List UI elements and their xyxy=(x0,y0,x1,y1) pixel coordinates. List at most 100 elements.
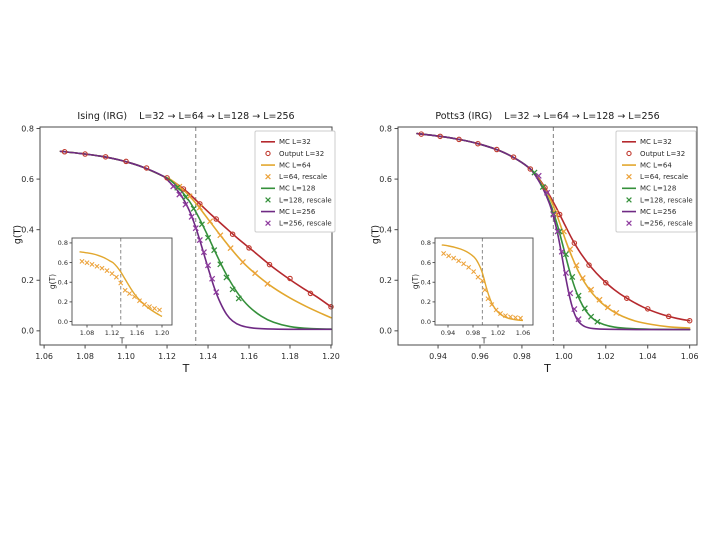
axes-frame xyxy=(397,126,698,346)
legend-label: L=64, rescale xyxy=(279,173,327,181)
x-marker xyxy=(264,280,271,287)
x-marker xyxy=(217,261,224,268)
inset-background xyxy=(435,238,533,325)
x-marker xyxy=(513,315,518,321)
x-marker xyxy=(596,296,603,303)
inset-plot: 1.08 1.12 1.16 1.20 0.0 0.2 0.4 0.6 0.8 Tg(T) xyxy=(48,237,173,346)
x-marker xyxy=(89,261,95,267)
inset-y-tick-label: 0.2 xyxy=(58,298,68,306)
x-marker xyxy=(84,260,90,266)
chart-title-ising: Ising (IRG) L=32 → L=64 → L=128 → L=256 xyxy=(77,111,295,122)
inset-y-tick-label: 0.8 xyxy=(421,239,431,247)
circle-marker xyxy=(456,136,462,143)
legend-box xyxy=(254,130,336,233)
x-marker xyxy=(626,173,632,180)
x-marker xyxy=(456,258,462,264)
legend-label: MC L=64 xyxy=(279,161,311,169)
inset-y-tick-label: 0.4 xyxy=(421,278,431,286)
x-marker xyxy=(569,273,576,281)
x-marker xyxy=(493,307,499,313)
x-marker xyxy=(209,275,216,282)
inset-y-axis-label: g(T) xyxy=(48,274,57,289)
x-tick-label: 1.06 xyxy=(681,352,699,361)
x-tick-label: 0.94 xyxy=(429,352,447,361)
legend-label: L=128, rescale xyxy=(640,196,693,204)
x-tick-label: 1.12 xyxy=(158,352,176,361)
inset-x-tick-label: 1.12 xyxy=(105,329,119,337)
inset-mc-line xyxy=(79,251,163,318)
x-tick-label: 0.96 xyxy=(471,352,489,361)
y-tick-label: 0.2 xyxy=(379,276,392,285)
x-axis-label-potts3: T xyxy=(544,362,551,375)
x-marker xyxy=(575,316,582,323)
x-marker xyxy=(157,307,162,313)
x-marker xyxy=(200,249,207,256)
inset-y-tick-label: 0.0 xyxy=(58,318,68,326)
y-axis-label-potts3: g(T) xyxy=(370,224,382,245)
circle-marker xyxy=(164,175,170,181)
y-tick-label: 0.2 xyxy=(21,276,34,285)
circle-marker xyxy=(328,304,334,310)
x-marker xyxy=(479,278,485,284)
y-tick-label: 0.4 xyxy=(379,225,392,234)
axes-frame xyxy=(39,126,333,346)
circle-marker xyxy=(102,154,109,160)
legend-label: L=64, rescale xyxy=(640,173,688,181)
circle-marker xyxy=(246,245,252,251)
x-marker xyxy=(211,247,218,254)
x-marker xyxy=(461,261,467,267)
x-marker xyxy=(535,172,542,179)
circle-marker xyxy=(624,295,630,301)
legend-label: MC L=64 xyxy=(640,161,672,169)
circle-marker xyxy=(644,306,651,312)
legend-label: Output L=32 xyxy=(640,150,685,158)
legend-circle-swatch xyxy=(626,150,632,157)
x-marker xyxy=(196,237,203,244)
x-marker xyxy=(554,228,561,235)
x-marker xyxy=(550,210,557,217)
inset-x-tick-label: 1.06 xyxy=(516,329,530,337)
x-marker xyxy=(213,289,220,296)
circle-marker xyxy=(475,140,481,147)
inset-x-tick-label: 0.94 xyxy=(441,329,455,337)
x-marker xyxy=(204,234,212,241)
circle-marker xyxy=(686,317,693,324)
circle-marker xyxy=(143,165,150,171)
x-marker xyxy=(562,269,569,276)
x-marker xyxy=(192,225,199,232)
x-tick-label: 1.14 xyxy=(199,352,217,361)
x-tick-label: 1.04 xyxy=(639,352,657,361)
x-marker xyxy=(127,291,132,297)
x-marker xyxy=(489,302,495,308)
x-marker xyxy=(142,301,147,307)
x-marker xyxy=(575,292,582,299)
x-marker xyxy=(579,274,586,282)
inset-x-tick-label: 1.02 xyxy=(491,329,505,337)
circle-marker xyxy=(437,133,443,140)
circle-marker xyxy=(527,166,534,172)
inset-y-tick-label: 0.4 xyxy=(58,278,68,286)
inset-x-tick-label: 1.08 xyxy=(80,329,94,337)
x-marker xyxy=(626,197,632,203)
x-tick-label: 1.08 xyxy=(76,352,94,361)
x-marker xyxy=(581,305,588,312)
x-tick-label: 1.20 xyxy=(322,352,340,361)
x-marker xyxy=(471,269,477,275)
circle-marker xyxy=(213,216,219,222)
x-marker xyxy=(482,287,488,293)
x-marker xyxy=(235,295,242,302)
x-marker xyxy=(550,211,557,218)
legend-label: Output L=32 xyxy=(279,150,324,158)
x-marker xyxy=(174,184,181,191)
x-marker xyxy=(79,258,85,264)
x-marker xyxy=(176,191,183,198)
x-marker xyxy=(265,173,271,180)
x-marker xyxy=(265,220,271,227)
x-marker xyxy=(498,311,503,316)
circle-marker xyxy=(82,151,88,157)
legend-label: MC L=32 xyxy=(279,138,311,146)
legend-circle-swatch xyxy=(265,150,271,157)
x-marker xyxy=(594,318,601,325)
y-tick-label: 0.6 xyxy=(21,175,34,184)
